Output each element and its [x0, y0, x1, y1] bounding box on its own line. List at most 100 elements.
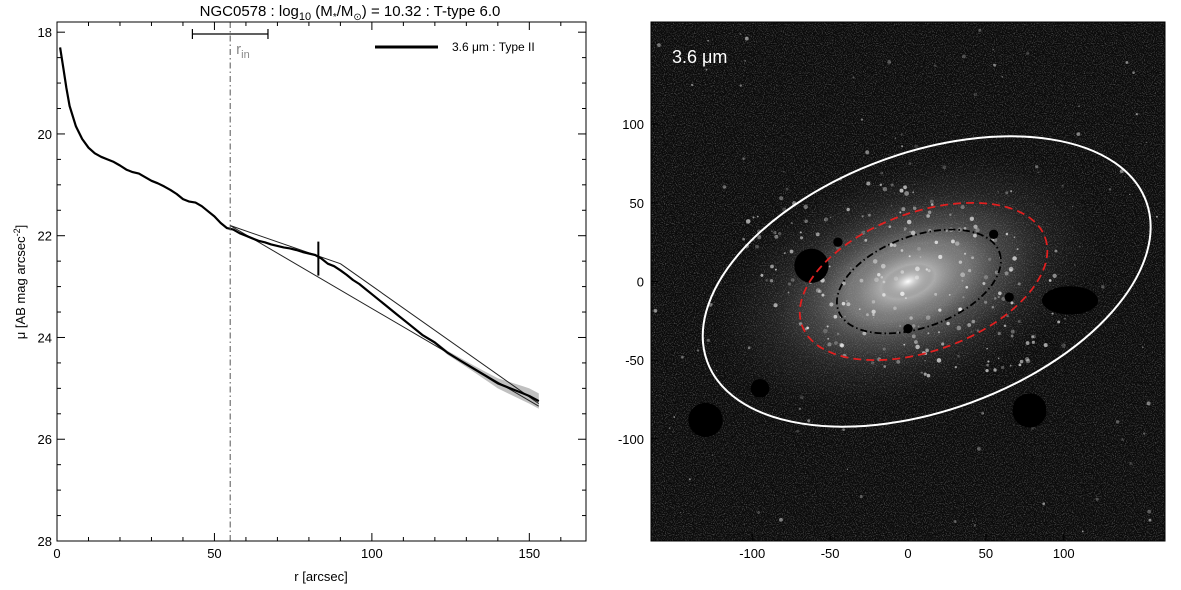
- rin-label: rin: [236, 41, 250, 61]
- background-star: [1115, 420, 1120, 424]
- background-star: [971, 520, 974, 522]
- background-star: [1042, 502, 1046, 506]
- background-star: [783, 170, 785, 173]
- star-speck: [969, 216, 975, 221]
- star-speck: [927, 269, 931, 273]
- image-axis-ticks: -100 -50 0 50 100 -100 -50 0 50 100: [618, 117, 1075, 561]
- star-speck: [815, 232, 820, 237]
- axis-ticks: 0 50 100 150 18 20 22 24 26 28: [38, 22, 586, 561]
- background-star: [747, 346, 751, 350]
- background-star: [981, 411, 985, 415]
- background-star: [1143, 432, 1146, 435]
- background-star: [680, 511, 682, 514]
- x-tick-label: 0: [53, 546, 60, 561]
- background-star: [796, 429, 800, 433]
- fit-line: [340, 263, 540, 405]
- background-star: [1013, 236, 1016, 239]
- star-speck: [986, 363, 989, 367]
- star-mask: [794, 248, 829, 283]
- background-star: [798, 407, 802, 411]
- background-star: [1061, 184, 1065, 188]
- plot-frame: [56, 21, 587, 542]
- star-speck: [896, 359, 901, 364]
- y-axis-label: μ [AB mag arcsec-2]: [12, 225, 28, 340]
- background-star: [1129, 461, 1133, 466]
- star-speck: [960, 204, 965, 210]
- star-speck: [1010, 334, 1014, 338]
- title-part: ) = 10.32 : T-type 6.0: [362, 3, 501, 20]
- background-star: [1145, 141, 1148, 144]
- background-star: [657, 43, 661, 47]
- background-star: [1037, 171, 1040, 174]
- star-speck: [1057, 320, 1061, 324]
- star-speck: [917, 247, 921, 251]
- star-speck: [998, 291, 1002, 296]
- background-star: [842, 428, 845, 432]
- background-star: [1146, 401, 1151, 406]
- x-axis-label: r [arcsec]: [294, 569, 347, 584]
- star-speck: [806, 326, 809, 329]
- star-speck: [880, 275, 884, 279]
- star-speck: [982, 282, 986, 286]
- star-speck: [782, 207, 786, 212]
- background-star: [1074, 264, 1076, 266]
- surface-brightness-profile-panel: NGC0578 : log10 (M*/M⊙) = 10.32 : T-type…: [12, 3, 587, 584]
- star-speck: [1009, 268, 1013, 272]
- star-speck: [769, 279, 774, 283]
- star-speck: [987, 360, 990, 363]
- star-speck: [993, 368, 997, 372]
- background-star: [992, 48, 995, 51]
- star-speck: [964, 252, 966, 255]
- star-speck: [910, 230, 916, 236]
- background-star: [997, 295, 1000, 299]
- title-subscript: ⊙: [353, 12, 361, 23]
- star-speck: [1018, 363, 1022, 367]
- star-speck: [938, 308, 942, 312]
- star-speck: [842, 281, 846, 286]
- star-speck: [903, 227, 907, 231]
- background-star: [803, 424, 805, 427]
- star-speck: [787, 282, 792, 286]
- star-speck: [1010, 301, 1014, 305]
- star-speck: [826, 325, 829, 328]
- background-star: [742, 237, 745, 241]
- y-tick-label: 22: [38, 229, 52, 244]
- star-masks-layer: [688, 229, 1099, 438]
- x-tick-label: 50: [207, 546, 221, 561]
- star-speck: [1025, 357, 1030, 362]
- background-star: [706, 338, 710, 342]
- star-speck: [845, 299, 848, 303]
- star-speck: [986, 347, 989, 350]
- background-star: [967, 323, 972, 327]
- background-star: [722, 185, 727, 189]
- background-star: [774, 234, 779, 239]
- star-speck: [975, 228, 980, 233]
- background-star: [865, 150, 870, 155]
- star-speck: [872, 313, 875, 317]
- x-tick-label: 100: [361, 546, 383, 561]
- star-speck: [997, 357, 1000, 360]
- background-star: [673, 416, 676, 418]
- background-star: [1148, 518, 1152, 522]
- star-speck: [799, 236, 804, 240]
- title-part: (M: [311, 3, 333, 20]
- star-mask: [988, 229, 999, 239]
- star-speck: [934, 292, 938, 296]
- star-speck: [785, 187, 789, 191]
- star-speck: [957, 355, 960, 358]
- star-speck: [934, 240, 939, 245]
- background-star: [875, 227, 877, 229]
- star-speck: [899, 325, 902, 328]
- star-speck: [1061, 343, 1066, 348]
- star-speck: [915, 344, 920, 350]
- background-star: [1125, 61, 1129, 64]
- background-star: [1108, 188, 1112, 191]
- star-speck: [958, 307, 962, 312]
- background-star: [688, 478, 691, 481]
- background-star: [860, 118, 864, 121]
- star-speck: [790, 222, 793, 224]
- background-star: [993, 297, 997, 300]
- background-star: [961, 54, 966, 59]
- background-star: [680, 355, 684, 359]
- star-speck: [912, 206, 917, 210]
